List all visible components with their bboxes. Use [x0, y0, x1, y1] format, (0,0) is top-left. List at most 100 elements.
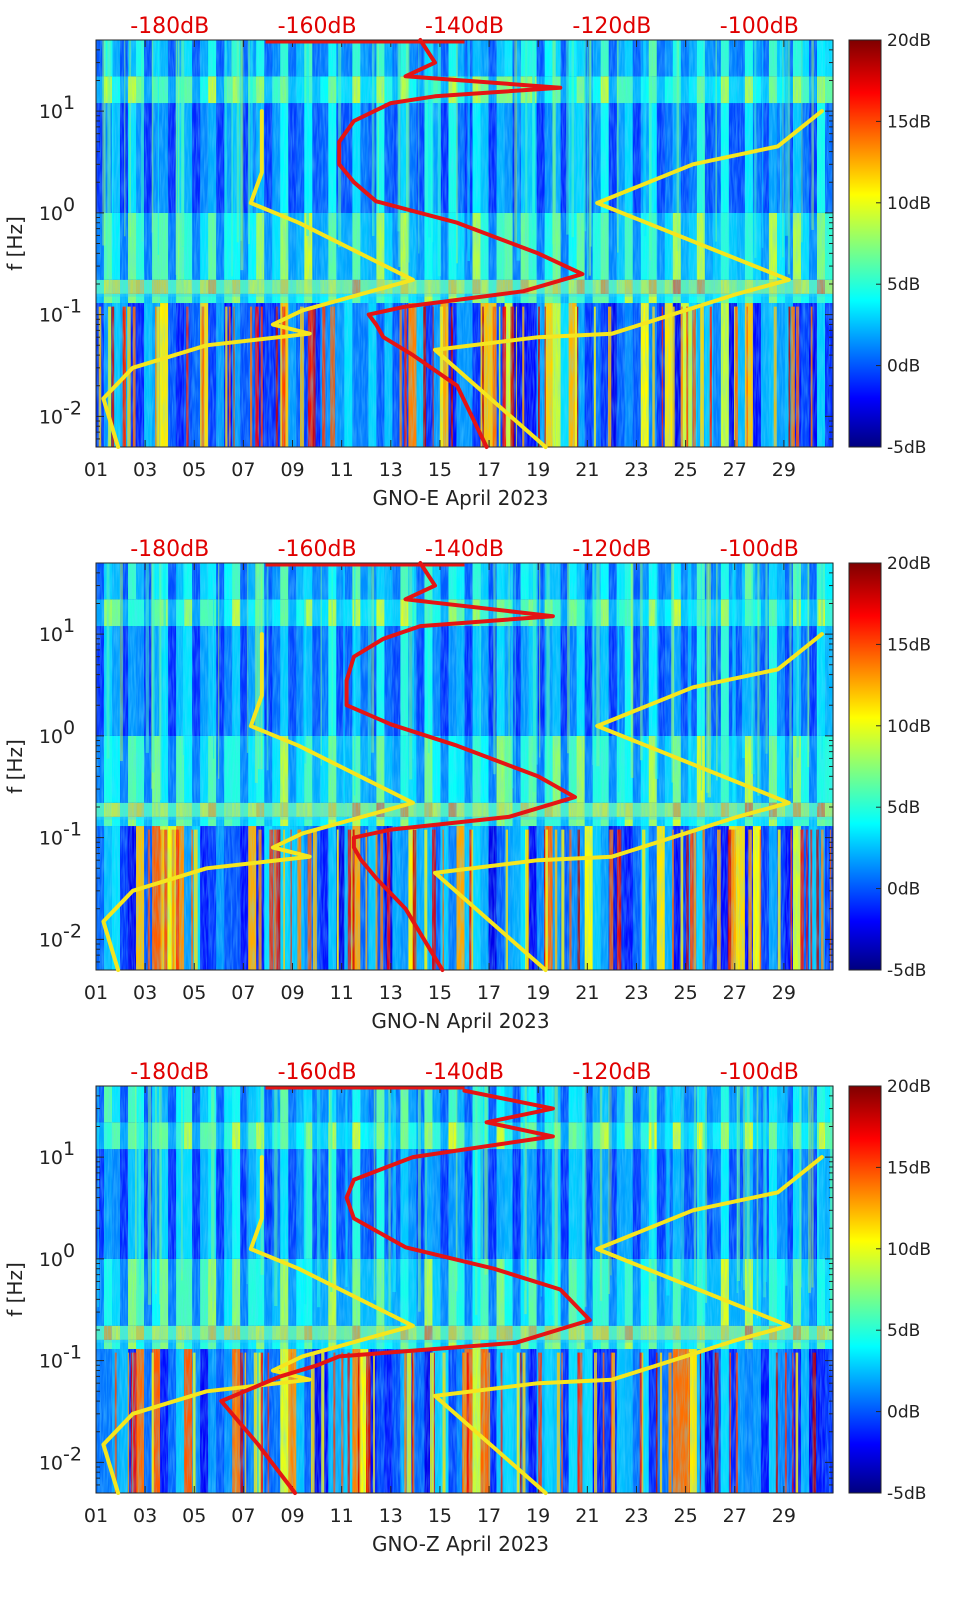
low-noise-model-curve — [101, 109, 415, 449]
colorbar-tick-label: 15dB — [887, 112, 931, 132]
x-tick-label: 07 — [231, 459, 255, 481]
x-tick-label: 25 — [674, 982, 698, 1004]
x-tick-label: 15 — [428, 982, 452, 1004]
x-tick-label: 01 — [84, 982, 108, 1004]
y-tick-label: 10 — [39, 406, 63, 428]
colorbar-tick-label: 20dB — [887, 31, 931, 51]
psd-curve — [344, 561, 577, 972]
high-noise-model-curve — [433, 109, 824, 449]
x-tick-label: 03 — [133, 1505, 157, 1527]
psd-curve — [219, 1088, 592, 1495]
x-tick-label: 05 — [182, 1505, 206, 1527]
y-tick-exponent: 0 — [63, 1240, 75, 1262]
x-tick-label: 07 — [231, 982, 255, 1004]
x-tick-label: 13 — [379, 982, 403, 1004]
x-tick-label: 19 — [526, 1505, 550, 1527]
x-tick-label: 23 — [624, 982, 648, 1004]
colorbar: 20dB 15dB 10dB 5dB 0dB -5dB — [848, 1077, 931, 1504]
low-noise-model-curve — [101, 632, 415, 972]
y-tick-label: 10 — [39, 305, 63, 327]
y-tick-label: 10 — [39, 101, 63, 123]
y-axis-label: f [Hz] — [3, 739, 27, 794]
x-tick-label: 03 — [133, 982, 157, 1004]
x-tick-label: 29 — [772, 982, 796, 1004]
x-tick-label: 19 — [526, 459, 550, 481]
top-db-tick-label: -120dB — [572, 1060, 651, 1085]
y-tick-exponent: -2 — [63, 397, 82, 419]
x-tick-label: 23 — [624, 1505, 648, 1527]
colorbar-tick-label: 0dB — [887, 1403, 920, 1423]
x-tick-label: 27 — [723, 1505, 747, 1527]
top-db-tick-label: -180dB — [130, 14, 209, 39]
x-axis: 01 03 05 07 09 11 13 15 17 19 21 23 25 27 29 GNO-Z Apri… — [84, 1086, 796, 1556]
y-tick-label: 10 — [39, 929, 63, 951]
top-db-tick-label: -180dB — [130, 1060, 209, 1085]
top-db-tick-label: -140dB — [425, 537, 504, 562]
y-tick-label: 10 — [39, 203, 63, 225]
top-db-tick-label: -160dB — [278, 1060, 357, 1085]
x-tick-label: 21 — [575, 1505, 599, 1527]
y-tick-exponent: 1 — [63, 615, 75, 637]
low-noise-model-curve — [101, 1155, 415, 1495]
x-tick-label: 13 — [379, 459, 403, 481]
x-tick-label: 27 — [723, 982, 747, 1004]
y-tick-label: 10 — [39, 1452, 63, 1474]
top-db-axis: -180dB -160dB -140dB -120dB -100dB — [130, 537, 799, 562]
colorbar-tick-label: 20dB — [887, 554, 931, 574]
x-axis-label: GNO-E April 2023 — [373, 486, 549, 510]
high-noise-model-curve — [433, 632, 824, 972]
x-tick-label: 17 — [477, 982, 501, 1004]
y-tick-label: 10 — [39, 1249, 63, 1271]
spectrogram-image — [96, 1086, 834, 1493]
colorbar-gradient — [848, 562, 882, 971]
high-noise-model-curve — [433, 1155, 824, 1495]
colorbar-tick-label: 0dB — [887, 880, 920, 900]
top-db-tick-label: -100dB — [720, 1060, 799, 1085]
y-tick-label: 10 — [39, 624, 63, 646]
top-db-tick-label: -140dB — [425, 14, 504, 39]
top-db-axis: -180dB -160dB -140dB -120dB -100dB — [130, 14, 799, 39]
y-tick-exponent: 0 — [63, 194, 75, 216]
x-axis-label: GNO-N April 2023 — [371, 1009, 549, 1033]
x-tick-label: 11 — [330, 459, 354, 481]
y-tick-exponent: 1 — [63, 92, 75, 114]
y-tick-exponent: -2 — [63, 920, 82, 942]
x-axis: 01 03 05 07 09 11 13 15 17 19 21 23 25 27 29 GNO-N Apri… — [84, 563, 796, 1033]
y-tick-exponent: -1 — [63, 819, 82, 841]
x-tick-label: 11 — [330, 1505, 354, 1527]
colorbar-tick-label: 20dB — [887, 1077, 931, 1097]
colorbar: 20dB 15dB 10dB 5dB 0dB -5dB — [848, 554, 931, 981]
top-db-tick-label: -120dB — [572, 14, 651, 39]
x-tick-label: 19 — [526, 982, 550, 1004]
x-tick-label: 17 — [477, 1505, 501, 1527]
y-axis-label: f [Hz] — [3, 216, 27, 271]
x-tick-label: 29 — [772, 1505, 796, 1527]
colorbar-tick-label: 10dB — [887, 194, 931, 214]
colorbar-tick-label: 5dB — [887, 1321, 920, 1341]
top-db-tick-label: -100dB — [720, 14, 799, 39]
top-db-tick-label: -140dB — [425, 1060, 504, 1085]
y-tick-label: 10 — [39, 726, 63, 748]
colorbar: 20dB 15dB 10dB 5dB 0dB -5dB — [848, 31, 931, 458]
x-axis: 01 03 05 07 09 11 13 15 17 19 21 23 25 27 29 GNO-E Apri… — [84, 40, 796, 510]
x-tick-label: 21 — [575, 982, 599, 1004]
x-tick-label: 01 — [84, 459, 108, 481]
colorbar-tick-label: 10dB — [887, 1240, 931, 1260]
colorbar-tick-label: 5dB — [887, 275, 920, 295]
y-axis-label: f [Hz] — [3, 1262, 27, 1317]
x-tick-label: 17 — [477, 459, 501, 481]
colorbar-tick-label: 15dB — [887, 1158, 931, 1178]
x-tick-label: 09 — [280, 459, 304, 481]
x-axis-label: GNO-Z April 2023 — [372, 1532, 549, 1556]
top-db-tick-label: -100dB — [720, 537, 799, 562]
colorbar-gradient — [848, 1085, 882, 1494]
top-db-tick-label: -160dB — [278, 537, 357, 562]
y-tick-exponent: -2 — [63, 1443, 82, 1465]
x-tick-label: 05 — [182, 459, 206, 481]
x-tick-label: 21 — [575, 459, 599, 481]
x-tick-label: 27 — [723, 459, 747, 481]
colorbar-tick-label: -5dB — [887, 438, 926, 458]
x-tick-label: 03 — [133, 459, 157, 481]
